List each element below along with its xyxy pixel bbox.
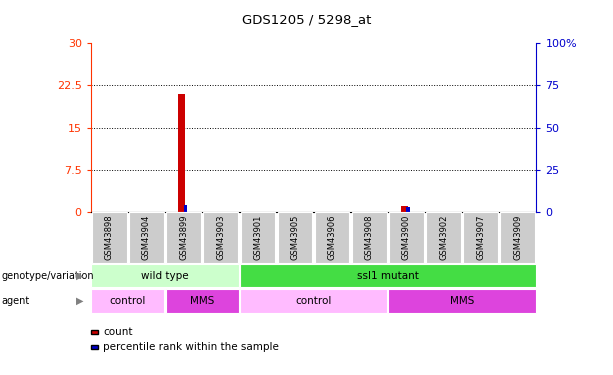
Text: GSM43903: GSM43903 [216, 214, 225, 260]
Bar [183, 205, 188, 212]
Text: GSM43902: GSM43902 [439, 214, 448, 260]
Text: wild type: wild type [141, 271, 189, 280]
Text: GSM43904: GSM43904 [142, 214, 151, 260]
Text: genotype/variation: genotype/variation [1, 271, 94, 280]
Text: GSM43908: GSM43908 [365, 214, 374, 260]
Text: GSM43899: GSM43899 [179, 214, 188, 260]
Bar [401, 206, 408, 212]
Text: ▶: ▶ [76, 296, 83, 306]
Text: agent: agent [1, 296, 29, 306]
Text: percentile rank within the sample: percentile rank within the sample [103, 342, 279, 352]
Text: GSM43898: GSM43898 [105, 214, 114, 260]
Text: control: control [295, 296, 332, 306]
Bar [178, 94, 185, 212]
Text: control: control [110, 296, 146, 306]
Text: GSM43906: GSM43906 [327, 214, 337, 260]
Text: GDS1205 / 5298_at: GDS1205 / 5298_at [242, 13, 371, 26]
Text: GSM43907: GSM43907 [476, 214, 485, 260]
Text: count: count [103, 327, 132, 337]
Bar [406, 207, 410, 212]
Text: MMS: MMS [190, 296, 215, 306]
Text: ▶: ▶ [76, 271, 83, 280]
Text: GSM43909: GSM43909 [513, 214, 522, 260]
Text: ssl1 mutant: ssl1 mutant [357, 271, 419, 280]
Text: GSM43901: GSM43901 [253, 214, 262, 260]
Text: GSM43900: GSM43900 [402, 214, 411, 260]
Text: GSM43905: GSM43905 [291, 214, 300, 260]
Text: MMS: MMS [450, 296, 474, 306]
